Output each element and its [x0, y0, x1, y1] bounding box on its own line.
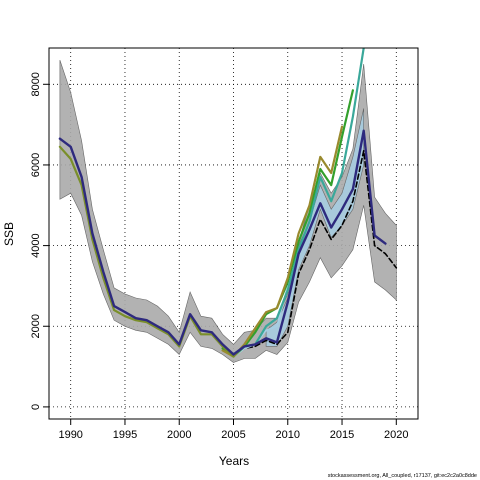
grid-lines — [49, 48, 418, 419]
y-tick-label-0: 0 — [30, 404, 42, 410]
y-axis: 0 2000 4000 6000 8000 — [30, 72, 49, 410]
x-tick-label-1: 1995 — [113, 429, 137, 441]
x-tick-label-6: 2020 — [384, 429, 408, 441]
x-tick-label-0: 1990 — [58, 429, 82, 441]
y-tick-label-3: 6000 — [30, 153, 42, 177]
y-tick-label-4: 8000 — [30, 72, 42, 96]
y-tick-label-2: 4000 — [30, 233, 42, 257]
y-tick-label-1: 2000 — [30, 314, 42, 338]
series-lines — [58, 48, 398, 358]
x-tick-label-2: 2000 — [167, 429, 191, 441]
series-line-6 — [58, 129, 387, 356]
x-tick-label-5: 2015 — [330, 429, 354, 441]
x-axis: 1990 1995 2000 2005 2010 2015 2020 — [58, 419, 409, 441]
series-line-0 — [232, 150, 398, 357]
series-line-4 — [232, 48, 366, 356]
footer-credit: stockassessment.org, All_coupled, r17137… — [327, 473, 477, 479]
x-tick-label-3: 2005 — [221, 429, 245, 441]
x-tick-label-4: 2010 — [276, 429, 300, 441]
x-axis-title: Years — [219, 454, 249, 468]
series-line-5 — [58, 145, 235, 358]
y-axis-title: SSB — [2, 222, 16, 246]
